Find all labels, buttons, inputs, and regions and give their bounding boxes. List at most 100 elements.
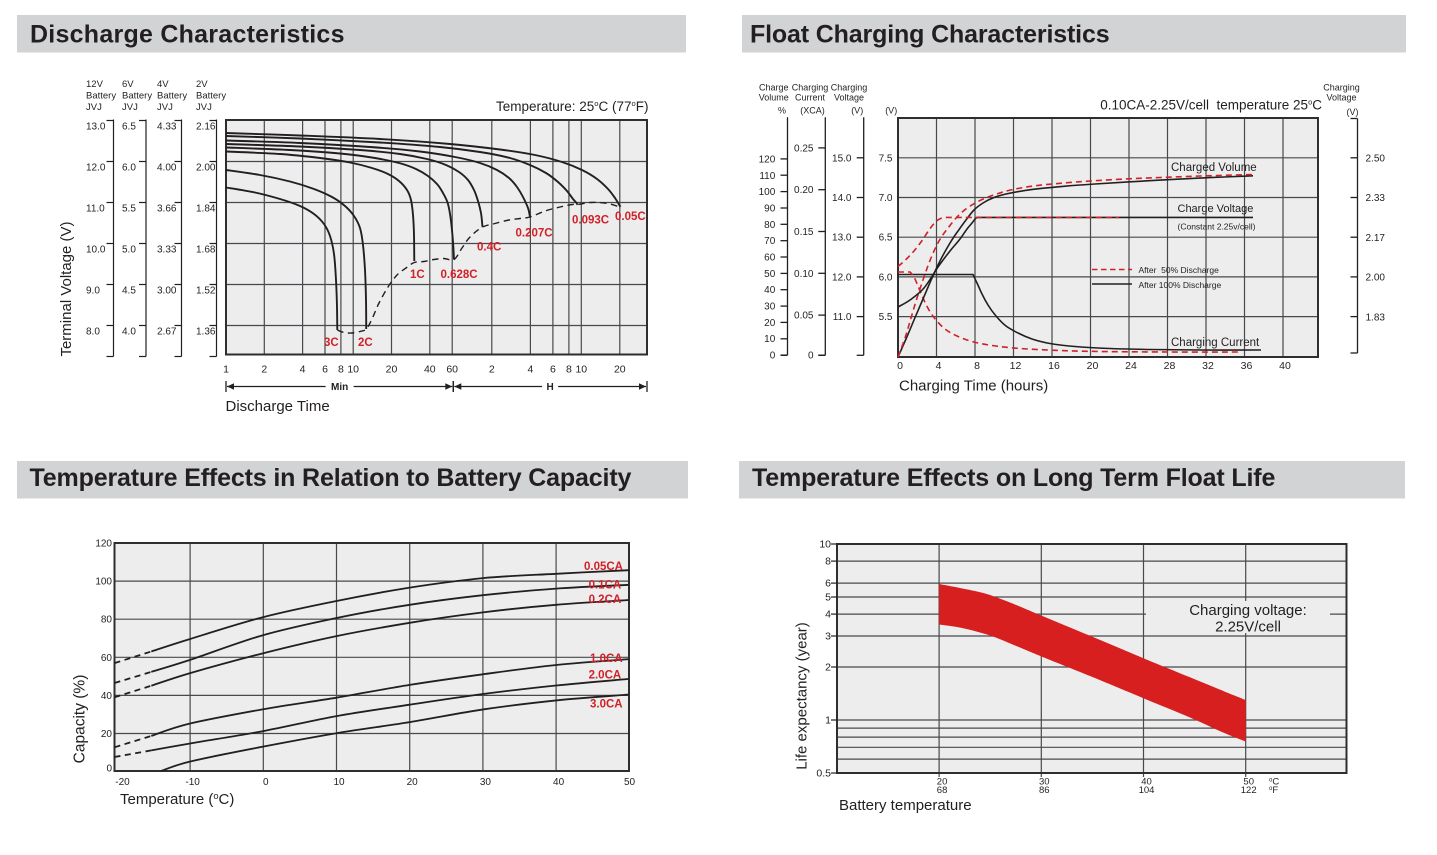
svg-text:11.0: 11.0 (86, 204, 105, 215)
svg-text:20: 20 (614, 364, 626, 376)
svg-text:20: 20 (764, 318, 776, 329)
svg-text:Float Charging Characteristics: Float Charging Characteristics (750, 20, 1109, 48)
svg-text:8: 8 (338, 364, 344, 376)
svg-text:20: 20 (101, 729, 113, 740)
svg-text:(V): (V) (885, 105, 897, 115)
svg-text:50: 50 (764, 269, 776, 280)
svg-text:32: 32 (1202, 360, 1214, 372)
svg-text:8: 8 (825, 556, 831, 568)
svg-text:After 50% Discharge: After 50% Discharge (1139, 265, 1220, 275)
svg-text:3.33: 3.33 (157, 245, 177, 256)
svg-text:40: 40 (1279, 360, 1291, 372)
svg-text:H: H (546, 382, 553, 393)
svg-text:6.0: 6.0 (879, 272, 893, 283)
svg-text:7.0: 7.0 (879, 193, 893, 204)
svg-text:20: 20 (407, 777, 419, 788)
svg-text:-10: -10 (185, 777, 200, 788)
svg-text:Temperature Effects on Long Te: Temperature Effects on Long Term Float L… (752, 464, 1275, 492)
svg-text:Discharge Characteristics: Discharge Characteristics (30, 20, 345, 48)
svg-text:Charging: Charging (792, 83, 829, 93)
svg-text:Battery: Battery (122, 91, 152, 102)
svg-text:4.33: 4.33 (157, 122, 177, 133)
svg-text:Battery temperature: Battery temperature (839, 797, 972, 814)
svg-text:0.5: 0.5 (816, 768, 831, 780)
svg-text:1: 1 (223, 364, 229, 376)
svg-text:10: 10 (333, 777, 345, 788)
svg-text:3.0CA: 3.0CA (590, 699, 623, 711)
svg-text:12: 12 (1010, 360, 1022, 372)
svg-text:JVJ: JVJ (196, 102, 212, 113)
svg-text:10: 10 (764, 334, 776, 345)
svg-text:10: 10 (575, 364, 587, 376)
svg-text:1.0CA: 1.0CA (590, 653, 623, 665)
svg-text:2.50: 2.50 (1366, 154, 1386, 165)
svg-text:1.52: 1.52 (196, 286, 216, 297)
svg-text:40: 40 (553, 777, 565, 788)
svg-text:120: 120 (95, 539, 112, 550)
svg-text:0.10: 0.10 (794, 269, 814, 280)
svg-text:0.05C: 0.05C (615, 211, 646, 223)
svg-text:Charge: Charge (759, 83, 789, 93)
svg-text:3: 3 (825, 631, 831, 643)
svg-text:Charged Volume: Charged Volume (1171, 162, 1257, 174)
svg-text:4: 4 (300, 364, 306, 376)
svg-text:2V: 2V (196, 79, 208, 90)
svg-text:2.00: 2.00 (1366, 273, 1386, 284)
svg-text:2.67: 2.67 (157, 327, 177, 338)
svg-text:0.10CA-2.25V/cell temperature: 0.10CA-2.25V/cell temperature 25oC (1100, 97, 1322, 112)
svg-text:2.0CA: 2.0CA (589, 670, 622, 682)
svg-text:5.5: 5.5 (879, 312, 893, 323)
svg-text:oC: oC (1269, 777, 1279, 788)
svg-text:50: 50 (624, 777, 636, 788)
svg-text:30: 30 (480, 777, 492, 788)
svg-text:6.0: 6.0 (122, 163, 136, 174)
svg-text:40: 40 (101, 691, 113, 702)
svg-text:Volume: Volume (759, 92, 789, 102)
svg-text:0.25: 0.25 (794, 143, 814, 154)
svg-text:40: 40 (424, 364, 436, 376)
svg-text:Current: Current (795, 92, 826, 102)
svg-text:9.0: 9.0 (86, 286, 100, 297)
svg-text:70: 70 (764, 236, 776, 247)
svg-text:2.33: 2.33 (1366, 193, 1386, 204)
svg-text:Voltage: Voltage (834, 92, 864, 102)
svg-text:0: 0 (897, 360, 903, 372)
svg-text:Charge Voltage: Charge Voltage (1178, 203, 1254, 215)
svg-text:Charging: Charging (831, 83, 868, 93)
svg-text:(Constant 2.25v/cell): (Constant 2.25v/cell) (1178, 222, 1256, 232)
svg-text:8: 8 (974, 360, 980, 372)
svg-text:122: 122 (1241, 785, 1257, 796)
svg-text:60: 60 (101, 653, 113, 664)
svg-text:8.0: 8.0 (86, 327, 100, 338)
svg-text:12.0: 12.0 (832, 272, 852, 283)
svg-text:13.0: 13.0 (832, 233, 852, 244)
svg-text:0.20: 0.20 (794, 185, 814, 196)
svg-text:6: 6 (550, 364, 556, 376)
svg-text:Charging voltage:: Charging voltage: (1189, 602, 1307, 619)
svg-text:24: 24 (1125, 360, 1137, 372)
svg-text:10.0: 10.0 (86, 245, 106, 256)
svg-text:40: 40 (1141, 777, 1152, 788)
svg-text:6: 6 (825, 578, 831, 590)
svg-text:4.5: 4.5 (122, 286, 136, 297)
svg-text:11.0: 11.0 (833, 312, 852, 323)
svg-text:10: 10 (347, 364, 359, 376)
svg-text:50: 50 (1243, 777, 1254, 788)
svg-text:2.25V/cell: 2.25V/cell (1215, 619, 1281, 636)
svg-text:1.84: 1.84 (196, 204, 216, 215)
svg-text:68: 68 (937, 785, 948, 796)
svg-text:JVJ: JVJ (86, 102, 102, 113)
svg-text:0.05: 0.05 (794, 311, 814, 322)
svg-text:0.4C: 0.4C (477, 242, 501, 254)
svg-text:4.0: 4.0 (122, 327, 136, 338)
svg-text:36: 36 (1241, 360, 1253, 372)
svg-text:After 100% Discharge: After 100% Discharge (1139, 280, 1222, 290)
svg-text:60: 60 (764, 253, 776, 264)
svg-text:JVJ: JVJ (122, 102, 138, 113)
svg-text:JVJ: JVJ (157, 102, 173, 113)
svg-text:15.0: 15.0 (832, 153, 852, 164)
svg-text:1.36: 1.36 (196, 327, 216, 338)
svg-text:5: 5 (825, 592, 831, 604)
svg-text:16: 16 (1048, 360, 1060, 372)
svg-text:oF: oF (1269, 785, 1278, 796)
